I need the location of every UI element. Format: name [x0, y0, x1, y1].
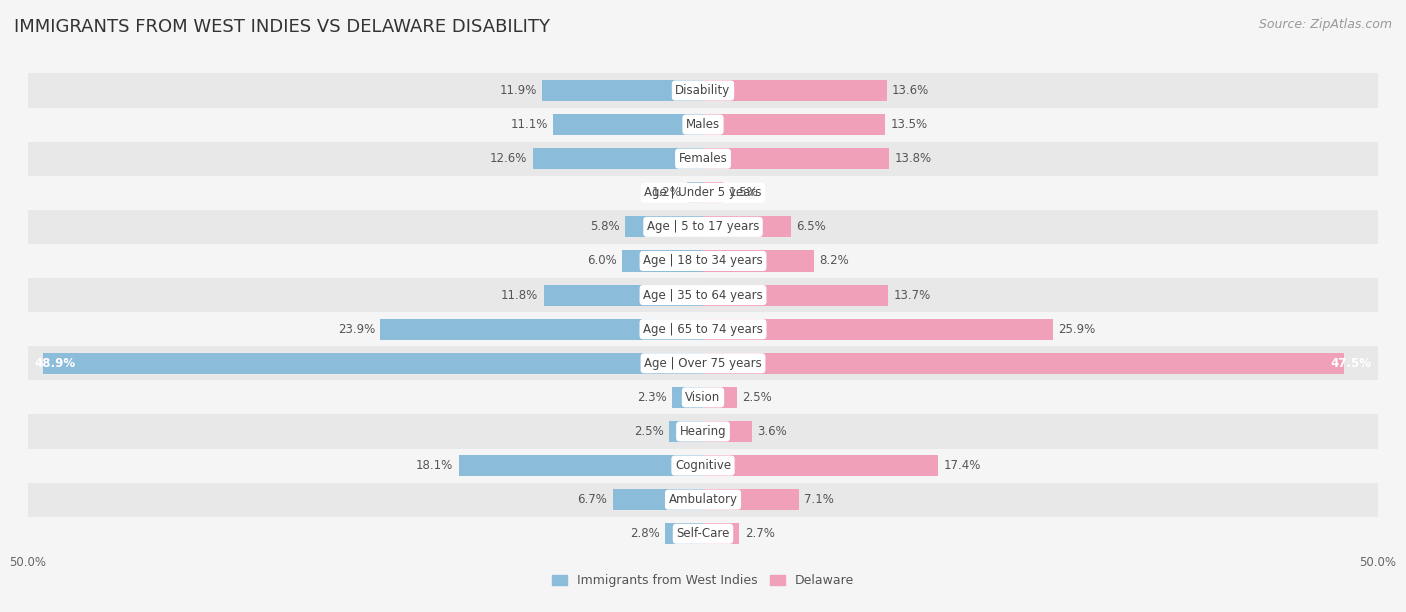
- Text: Disability: Disability: [675, 84, 731, 97]
- Bar: [544, 285, 703, 305]
- Text: Self-Care: Self-Care: [676, 528, 730, 540]
- Text: 11.1%: 11.1%: [510, 118, 548, 131]
- Text: 1.5%: 1.5%: [728, 186, 758, 200]
- Bar: [543, 80, 703, 101]
- Text: 7.1%: 7.1%: [804, 493, 834, 506]
- Text: Source: ZipAtlas.com: Source: ZipAtlas.com: [1258, 18, 1392, 31]
- Bar: [533, 148, 703, 170]
- Text: 13.8%: 13.8%: [894, 152, 932, 165]
- Text: 18.1%: 18.1%: [416, 459, 453, 472]
- Text: 17.4%: 17.4%: [943, 459, 980, 472]
- Text: 2.3%: 2.3%: [637, 391, 666, 404]
- Bar: [703, 421, 752, 442]
- Text: Age | 65 to 74 years: Age | 65 to 74 years: [643, 323, 763, 335]
- Bar: [28, 380, 1378, 414]
- Text: 13.6%: 13.6%: [891, 84, 929, 97]
- Text: 48.9%: 48.9%: [35, 357, 76, 370]
- Text: Females: Females: [679, 152, 727, 165]
- Bar: [672, 387, 703, 408]
- Text: 6.7%: 6.7%: [578, 493, 607, 506]
- Text: 6.5%: 6.5%: [796, 220, 825, 233]
- Text: 2.8%: 2.8%: [630, 528, 659, 540]
- Bar: [458, 455, 703, 476]
- Bar: [703, 182, 723, 203]
- Text: Age | 5 to 17 years: Age | 5 to 17 years: [647, 220, 759, 233]
- Bar: [703, 319, 1053, 340]
- Bar: [28, 73, 1378, 108]
- Bar: [669, 421, 703, 442]
- Bar: [28, 176, 1378, 210]
- Text: 13.7%: 13.7%: [893, 289, 931, 302]
- Text: 2.7%: 2.7%: [745, 528, 775, 540]
- Text: Ambulatory: Ambulatory: [668, 493, 738, 506]
- Text: Hearing: Hearing: [679, 425, 727, 438]
- Bar: [28, 141, 1378, 176]
- Bar: [613, 489, 703, 510]
- Bar: [553, 114, 703, 135]
- Text: Males: Males: [686, 118, 720, 131]
- Bar: [686, 182, 703, 203]
- Bar: [28, 244, 1378, 278]
- Bar: [703, 353, 1344, 374]
- Text: Vision: Vision: [685, 391, 721, 404]
- Bar: [28, 517, 1378, 551]
- Bar: [28, 346, 1378, 380]
- Bar: [28, 449, 1378, 483]
- Bar: [703, 114, 886, 135]
- Text: Age | 35 to 64 years: Age | 35 to 64 years: [643, 289, 763, 302]
- Text: Age | Over 75 years: Age | Over 75 years: [644, 357, 762, 370]
- Bar: [703, 489, 799, 510]
- Text: 8.2%: 8.2%: [820, 255, 849, 267]
- Bar: [703, 285, 889, 305]
- Text: IMMIGRANTS FROM WEST INDIES VS DELAWARE DISABILITY: IMMIGRANTS FROM WEST INDIES VS DELAWARE …: [14, 18, 550, 36]
- Bar: [28, 108, 1378, 141]
- Text: Cognitive: Cognitive: [675, 459, 731, 472]
- Text: 1.2%: 1.2%: [651, 186, 682, 200]
- Text: 12.6%: 12.6%: [491, 152, 527, 165]
- Text: 2.5%: 2.5%: [634, 425, 664, 438]
- Text: 5.8%: 5.8%: [589, 220, 619, 233]
- Text: 11.8%: 11.8%: [501, 289, 538, 302]
- Bar: [665, 523, 703, 544]
- Bar: [28, 414, 1378, 449]
- Bar: [703, 250, 814, 272]
- Bar: [28, 278, 1378, 312]
- Bar: [28, 483, 1378, 517]
- Text: 13.5%: 13.5%: [890, 118, 928, 131]
- Bar: [381, 319, 703, 340]
- Bar: [28, 312, 1378, 346]
- Text: Age | Under 5 years: Age | Under 5 years: [644, 186, 762, 200]
- Bar: [703, 455, 938, 476]
- Bar: [703, 148, 889, 170]
- Text: 6.0%: 6.0%: [586, 255, 617, 267]
- Text: 3.6%: 3.6%: [756, 425, 787, 438]
- Bar: [703, 523, 740, 544]
- Bar: [28, 210, 1378, 244]
- Text: 2.5%: 2.5%: [742, 391, 772, 404]
- Bar: [703, 387, 737, 408]
- Text: 25.9%: 25.9%: [1057, 323, 1095, 335]
- Legend: Immigrants from West Indies, Delaware: Immigrants from West Indies, Delaware: [547, 569, 859, 592]
- Text: 47.5%: 47.5%: [1330, 357, 1371, 370]
- Text: 23.9%: 23.9%: [337, 323, 375, 335]
- Bar: [624, 216, 703, 237]
- Bar: [44, 353, 703, 374]
- Bar: [703, 80, 887, 101]
- Text: 11.9%: 11.9%: [499, 84, 537, 97]
- Text: Age | 18 to 34 years: Age | 18 to 34 years: [643, 255, 763, 267]
- Bar: [621, 250, 703, 272]
- Bar: [703, 216, 790, 237]
